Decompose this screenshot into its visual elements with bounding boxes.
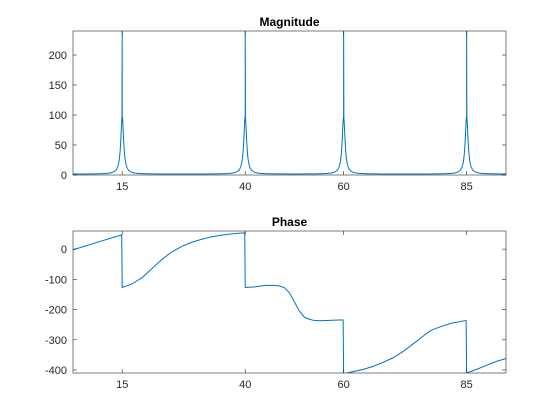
magnitude-line (73, 31, 506, 175)
magnitude-y-tick-label: 50 (55, 140, 67, 152)
magnitude-series-group (73, 31, 506, 175)
phase-title: Phase (272, 215, 308, 229)
magnitude-x-tick-label: 60 (338, 181, 350, 193)
phase-y-tick-label: -100 (45, 274, 67, 286)
phase-y-tick-label: 0 (61, 244, 67, 256)
phase-y-tick-label: -200 (45, 305, 67, 317)
magnitude-x-tick-label: 15 (116, 181, 128, 193)
phase-x-tick-label: 85 (461, 379, 473, 391)
magnitude-axes-box (72, 30, 507, 176)
phase-line (73, 232, 506, 373)
magnitude-panel: Magnitude 15 40 60 85 0 50 100 150 200 (49, 15, 507, 193)
phase-x-tick-label: 15 (116, 379, 128, 391)
phase-y-tick-label: -400 (45, 365, 67, 377)
magnitude-y-tick-label: 0 (61, 170, 67, 182)
phase-axes-box (72, 230, 507, 374)
phase-panel: Phase 15 40 60 85 0 -100 -200 -300 -400 (45, 215, 507, 391)
magnitude-y-tick-label: 200 (49, 50, 67, 62)
magnitude-y-tick-label: 100 (49, 110, 67, 122)
magnitude-ticks: 15 40 60 85 0 50 100 150 200 (49, 31, 506, 193)
magnitude-title: Magnitude (260, 15, 320, 29)
magnitude-y-tick-label: 150 (49, 80, 67, 92)
phase-series-group (73, 232, 506, 373)
phase-y-tick-label: -300 (45, 335, 67, 347)
phase-x-tick-label: 40 (239, 379, 251, 391)
phase-x-tick-label: 60 (338, 379, 350, 391)
magnitude-x-tick-label: 40 (239, 181, 251, 193)
magnitude-x-tick-label: 85 (461, 181, 473, 193)
phase-ticks: 15 40 60 85 0 -100 -200 -300 -400 (45, 231, 506, 391)
